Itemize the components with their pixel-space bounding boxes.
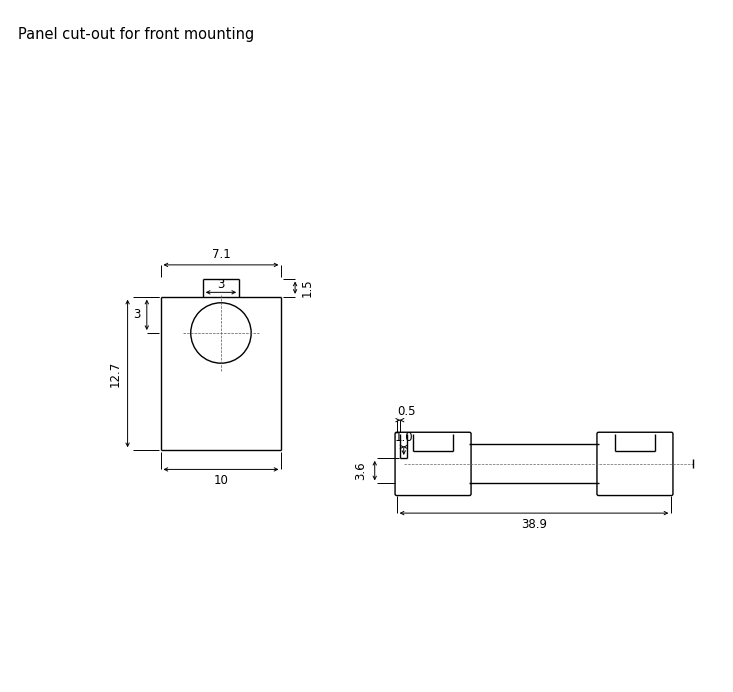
Text: 12.7: 12.7 (109, 361, 122, 387)
FancyBboxPatch shape (597, 432, 673, 495)
Text: 3: 3 (133, 309, 141, 321)
Text: 10: 10 (213, 474, 229, 487)
Text: 7.1: 7.1 (212, 248, 230, 262)
Text: 3: 3 (217, 277, 224, 291)
Text: 1.5: 1.5 (301, 278, 314, 297)
Text: Panel cut-out for front mounting: Panel cut-out for front mounting (18, 28, 254, 42)
Text: 38.9: 38.9 (521, 518, 547, 531)
Text: 1.0: 1.0 (394, 430, 413, 444)
Text: 3.6: 3.6 (355, 462, 367, 480)
Text: 0.5: 0.5 (397, 406, 416, 419)
FancyBboxPatch shape (395, 432, 471, 495)
